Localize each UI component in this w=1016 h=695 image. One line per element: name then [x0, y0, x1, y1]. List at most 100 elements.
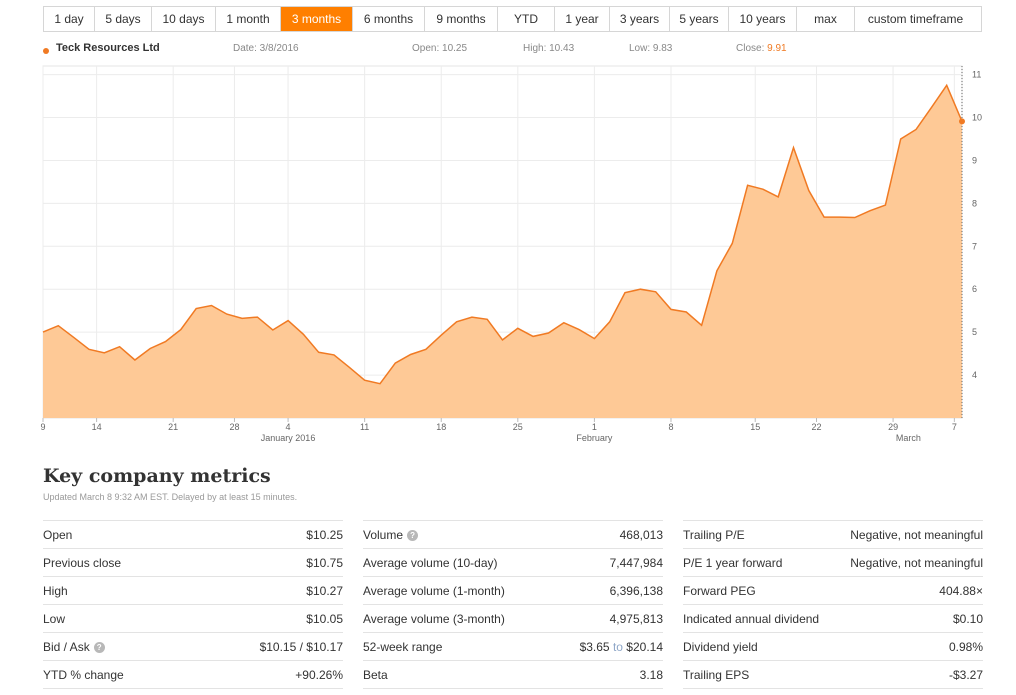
metric-row-trailing-eps: Trailing EPS -$3.27	[683, 661, 983, 689]
tab-10-days[interactable]: 10 days	[152, 7, 216, 31]
price-area-fill	[43, 85, 962, 419]
tab-3-years[interactable]: 3 years	[610, 7, 670, 31]
metric-label: Average volume (3-month)	[363, 612, 505, 626]
metric-value: $10.27	[306, 584, 343, 598]
metric-row-average-volume-3-month: Average volume (3-month) 4,975,813	[363, 605, 663, 633]
chart-info-bar: Teck Resources Ltd Date: 3/8/2016 Open: …	[43, 40, 963, 58]
close-label: Close:	[736, 43, 768, 54]
tab-3-months[interactable]: 3 months	[281, 7, 353, 31]
metric-value: +90.26%	[295, 668, 343, 682]
metric-row-volume: Volume? 468,013	[363, 521, 663, 549]
metric-label-text: Low	[43, 612, 66, 626]
quote-high: High: 10.43	[523, 43, 575, 54]
info-icon[interactable]: ?	[407, 530, 419, 541]
y-tick-label: 7	[972, 241, 977, 251]
metric-value: 7,447,984	[609, 556, 663, 570]
range-sep: to	[609, 640, 627, 654]
info-icon[interactable]: ?	[93, 642, 105, 653]
tab-10-years[interactable]: 10 years	[729, 7, 797, 31]
metric-label-text: Open	[43, 528, 73, 542]
metric-row-previous-close: Previous close $10.75	[43, 549, 343, 577]
metric-label: P/E 1 year forward	[683, 556, 782, 570]
metric-label-text: P/E 1 year forward	[683, 556, 783, 570]
metric-value: -$3.27	[948, 668, 983, 682]
metric-label-text: Volume	[363, 528, 404, 542]
x-tick-label: 29	[888, 422, 898, 432]
metric-label-text: Indicated annual dividend	[683, 612, 820, 626]
metric-label-text: Forward PEG	[683, 584, 756, 598]
metric-row-p-e-1-year-forward: P/E 1 year forward Negative, not meaningf…	[683, 549, 983, 577]
month-label: January 2016	[261, 433, 316, 443]
tab-6-months[interactable]: 6 months	[353, 7, 425, 31]
quote-date: Date: 3/8/2016	[233, 43, 299, 54]
x-tick-label: 1	[592, 422, 597, 432]
quote-open: Open: 10.25	[412, 43, 468, 54]
metric-row-beta: Beta 3.18	[363, 661, 663, 689]
metric-label: YTD % change	[43, 668, 124, 682]
metric-value: $10.25	[306, 528, 343, 542]
metric-label: Bid / Ask?	[43, 640, 105, 654]
metric-row-forward-peg: Forward PEG 404.88×	[683, 577, 983, 605]
metric-value: 404.88×	[939, 584, 983, 598]
metric-row-bid-ask: Bid / Ask? $10.15 / $10.17	[43, 633, 343, 661]
tab-1-year[interactable]: 1 year	[555, 7, 610, 31]
last-point-marker	[959, 118, 965, 125]
metric-label: 52-week range	[363, 640, 442, 654]
x-tick-label: 21	[168, 422, 178, 432]
y-tick-label: 11	[972, 70, 981, 80]
metric-label-text: Average volume (1-month)	[363, 584, 505, 598]
metric-value: 6,396,138	[609, 584, 663, 598]
tab-1-day[interactable]: 1 day	[44, 7, 95, 31]
metric-row-dividend-yield: Dividend yield 0.98%	[683, 633, 983, 661]
metric-label-text: Previous close	[43, 556, 122, 570]
metric-value: $10.05	[306, 612, 343, 626]
x-tick-label: 9	[40, 422, 45, 432]
y-tick-label: 8	[972, 198, 977, 208]
metric-label: Beta	[363, 668, 388, 682]
metric-label-text: YTD % change	[43, 668, 124, 682]
metric-value: 0.98%	[948, 640, 983, 654]
x-tick-label: 18	[436, 422, 446, 432]
tab-ytd[interactable]: YTD	[498, 7, 555, 31]
metrics-column-1: Open $10.25 Previous close $10.75 High $10.27…	[43, 520, 343, 689]
metric-label-text: Bid / Ask	[43, 640, 90, 654]
metric-label: Average volume (1-month)	[363, 584, 505, 598]
metric-label-text: High	[43, 584, 68, 598]
tab-custom-timeframe[interactable]: custom timeframe	[867, 12, 964, 26]
tab-1-month[interactable]: 1 month	[216, 7, 281, 31]
close-value: 9.91	[767, 43, 787, 54]
company-name: Teck Resources Ltd	[56, 42, 160, 54]
metric-value: 4,975,813	[609, 612, 663, 626]
tab-5-years[interactable]: 5 years	[670, 7, 729, 31]
tab-9-months[interactable]: 9 months	[425, 7, 498, 31]
tab-max[interactable]: max	[797, 7, 855, 31]
metric-label-text: Trailing P/E	[683, 528, 745, 542]
x-tick-label: 8	[668, 422, 673, 432]
metric-row-average-volume-1-month: Average volume (1-month) 6,396,138	[363, 577, 663, 605]
x-tick-label: 28	[229, 422, 239, 432]
metric-label-text: Dividend yield	[683, 640, 758, 654]
y-tick-label: 5	[972, 327, 977, 337]
x-tick-label: 4	[286, 422, 291, 432]
metric-value: 3.18	[639, 668, 663, 682]
metric-row-low: Low $10.05	[43, 605, 343, 633]
tab-5-days[interactable]: 5 days	[95, 7, 152, 31]
x-tick-label: 11	[360, 422, 369, 432]
series-dot-icon	[43, 48, 49, 54]
metrics-column-3: Trailing P/E Negative, not meaningful P/E …	[683, 520, 983, 689]
metric-label: Dividend yield	[683, 640, 758, 654]
quote-low: Low: 9.83	[629, 43, 673, 54]
month-label: March	[896, 433, 921, 443]
metric-label: Average volume (10-day)	[363, 556, 498, 570]
x-tick-label: 7	[952, 422, 957, 432]
metric-row-52-week-range: 52-week range $3.65 to $20.14	[363, 633, 663, 661]
y-tick-label: 4	[972, 370, 977, 380]
metric-row-average-volume-10-day: Average volume (10-day) 7,447,984	[363, 549, 663, 577]
metric-value: $3.65 to $20.14	[580, 640, 663, 654]
metric-label: Volume?	[363, 528, 419, 542]
quote-close: Close: 9.91	[736, 43, 787, 54]
metric-row-indicated-annual-dividend: Indicated annual dividend $0.10	[683, 605, 983, 633]
metric-label: High	[43, 584, 68, 598]
metric-label: Previous close	[43, 556, 121, 570]
